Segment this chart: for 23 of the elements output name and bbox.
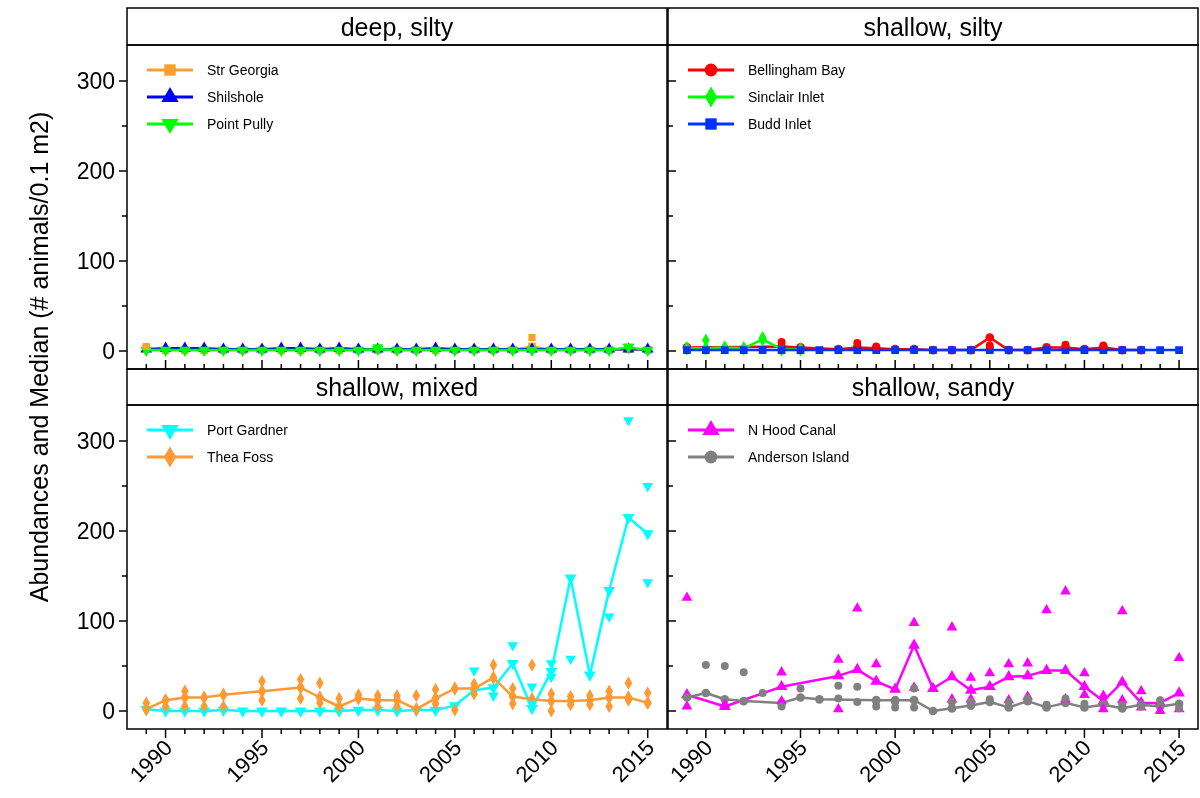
legend-label: Point Pully [207,116,274,132]
legend-label: Bellingham Bay [748,62,846,78]
chart-title: shallow, silty [863,12,1003,41]
y-axis-title: Abundances and Median (# animals/0.1 m2) [25,111,53,603]
chart-title: shallow, mixed [315,373,479,401]
legend-label: Sinclair Inlet [748,89,825,105]
y-tick-label: 0 [102,698,115,724]
legend-label: Budd Inlet [748,116,812,132]
legend-label: N Hood Canal [748,422,836,438]
chart-title: deep, silty [340,12,454,41]
legend-label: Shilshole [207,89,265,105]
y-tick-label: 0 [102,338,115,364]
legend-label: Str Georgia [207,62,279,78]
legend-label: Port Gardner [207,422,289,438]
legend-label: Anderson Island [748,449,850,465]
y-tick-label: 100 [76,248,115,274]
y-tick-label: 100 [76,608,115,634]
chart-title: shallow, sandy [851,373,1015,401]
y-tick-label: 300 [76,428,115,454]
y-tick-label: 200 [76,158,115,184]
y-tick-label: 200 [76,518,115,544]
legend-label: Thea Foss [207,449,274,465]
y-tick-label: 300 [76,68,115,94]
